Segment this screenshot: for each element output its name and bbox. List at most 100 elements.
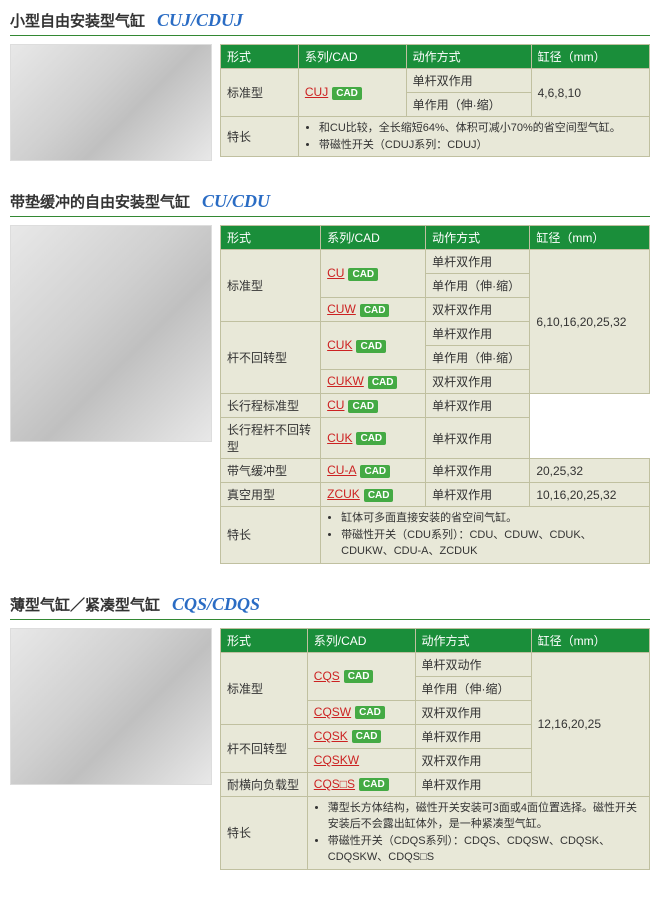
action-cell: 双杆双作用 xyxy=(426,370,530,394)
series-link[interactable]: CU xyxy=(327,266,344,280)
table-header: 系列/CAD xyxy=(298,45,406,69)
action-cell: 单作用（伸·缩） xyxy=(415,676,531,700)
product-table: 形式系列/CAD动作方式缸径（mm）标准型CUCAD单杆双作用6,10,16,2… xyxy=(220,225,650,564)
series-cell: CQS CAD xyxy=(307,652,415,700)
series-link[interactable]: CQSK xyxy=(314,729,348,743)
action-cell: 单杆双作用 xyxy=(426,394,530,418)
cad-badge[interactable]: CAD xyxy=(359,778,389,791)
feature-label-cell: 特长 xyxy=(221,117,299,157)
series-cell: CU CAD xyxy=(321,250,426,298)
action-cell: 单杆双作用 xyxy=(426,250,530,274)
product-section: 小型自由安装型气缸CUJ/CDUJ形式系列/CAD动作方式缸径（mm）标准型CU… xyxy=(10,10,650,161)
table-header: 缸径（mm） xyxy=(530,226,650,250)
cad-badge[interactable]: CAD xyxy=(332,87,362,100)
feature-row: 特长薄型长方体结构，磁性开关安装可3面或4面位置选择。磁性开关安装后不会露出缸体… xyxy=(221,796,650,869)
cad-badge[interactable]: CAD xyxy=(368,376,398,389)
bore-cell: 6,10,16,20,25,32 xyxy=(530,250,650,394)
cad-badge[interactable]: CAD xyxy=(348,268,378,281)
bore-cell: 20,25,32 xyxy=(530,459,650,483)
type-cell: 长行程标准型 xyxy=(221,394,321,418)
type-cell: 标准型 xyxy=(221,652,308,724)
action-cell: 单杆双作用 xyxy=(415,772,531,796)
table-row: 带气缓冲型 CU-A CAD 单杆双作用20,25,32 xyxy=(221,459,650,483)
action-cell: 单作用（伸·缩） xyxy=(426,274,530,298)
type-cell: 杆不回转型 xyxy=(221,724,308,772)
table-header: 形式 xyxy=(221,628,308,652)
series-link[interactable]: CUJ xyxy=(305,85,328,99)
feature-row: 特长缸体可多面直接安装的省空间气缸。带磁性开关（CDU系列）：CDU、CDUW、… xyxy=(221,507,650,564)
table-header: 形式 xyxy=(221,45,299,69)
feature-row: 特长 和CU比较，全长缩短64%、体积可减小70%的省空间型气缸。带磁性开关（CD… xyxy=(221,117,650,157)
cad-badge[interactable]: CAD xyxy=(360,465,390,478)
section-body: 形式系列/CAD动作方式缸径（mm）标准型CQSCAD单杆双动作12,16,20… xyxy=(10,628,650,870)
series-link[interactable]: CQS xyxy=(314,669,340,683)
product-table: 形式系列/CAD动作方式缸径（mm）标准型CQSCAD单杆双动作12,16,20… xyxy=(220,628,650,870)
section-title-code: CQS/CDQS xyxy=(172,594,260,615)
series-cell: CUW CAD xyxy=(321,298,426,322)
product-image xyxy=(10,44,212,161)
series-cell: CQSK CAD xyxy=(307,724,415,748)
action-cell: 单杆双作用 xyxy=(426,459,530,483)
cad-badge[interactable]: CAD xyxy=(355,706,385,719)
section-title-code: CU/CDU xyxy=(202,191,270,212)
cad-badge[interactable]: CAD xyxy=(360,304,390,317)
series-link[interactable]: CU-A xyxy=(327,463,356,477)
table-row: 标准型CUCAD单杆双作用6,10,16,20,25,32 xyxy=(221,250,650,274)
type-cell: 长行程杆不回转型 xyxy=(221,418,321,459)
cad-badge[interactable]: CAD xyxy=(352,730,382,743)
feature-label-cell: 特长 xyxy=(221,507,321,564)
action-cell: 双杆双作用 xyxy=(415,700,531,724)
action-cell: 双杆双作用 xyxy=(415,748,531,772)
series-cell: CQS□S CAD xyxy=(307,772,415,796)
series-link[interactable]: CUK xyxy=(327,338,352,352)
series-link[interactable]: CU xyxy=(327,398,344,412)
action-cell: 单作用（伸·缩） xyxy=(426,346,530,370)
bore-cell: 10,16,20,25,32 xyxy=(530,483,650,507)
series-cell: CUK CAD xyxy=(321,418,426,459)
series-link[interactable]: CQSKW xyxy=(314,753,359,767)
cad-badge[interactable]: CAD xyxy=(364,489,394,502)
series-cell: CUKW CAD xyxy=(321,370,426,394)
series-cell: CU-A CAD xyxy=(321,459,426,483)
feature-item: 带磁性开关（CDQS系列）：CDQS、CDQSW、CDQSK、CDQSKW、CD… xyxy=(328,833,643,866)
cad-badge[interactable]: CAD xyxy=(344,670,374,683)
table-row: 标准型CUJCAD单杆双作用4,6,8,10 xyxy=(221,69,650,93)
type-cell: 标准型 xyxy=(221,69,299,117)
series-cell: CUK CAD xyxy=(321,322,426,370)
product-table: 形式系列/CAD动作方式缸径（mm）标准型CUJCAD单杆双作用4,6,8,10… xyxy=(220,44,650,157)
series-link[interactable]: CUW xyxy=(327,302,356,316)
section-title: 薄型气缸／紧凑型气缸CQS/CDQS xyxy=(10,594,650,620)
table-row: 真空用型ZCUKCAD单杆双作用10,16,20,25,32 xyxy=(221,483,650,507)
table-row: 长行程杆不回转型CUKCAD单杆双作用 xyxy=(221,418,650,459)
series-cell: CUJ CAD xyxy=(298,69,406,117)
series-link[interactable]: ZCUK xyxy=(327,487,360,501)
feature-item: 和CU比较，全长缩短64%、体积可减小70%的省空间型气缸。 xyxy=(319,120,643,137)
series-cell: CU CAD xyxy=(321,394,426,418)
series-link[interactable]: CQS□S xyxy=(314,777,355,791)
table-header: 动作方式 xyxy=(415,628,531,652)
product-section: 薄型气缸／紧凑型气缸CQS/CDQS形式系列/CAD动作方式缸径（mm）标准型C… xyxy=(10,594,650,870)
series-link[interactable]: CUK xyxy=(327,431,352,445)
action-cell: 单杆双作用 xyxy=(415,724,531,748)
section-title-code: CUJ/CDUJ xyxy=(157,10,243,31)
feature-item: 薄型长方体结构，磁性开关安装可3面或4面位置选择。磁性开关安装后不会露出缸体外，… xyxy=(328,800,643,833)
section-title: 小型自由安装型气缸CUJ/CDUJ xyxy=(10,10,650,36)
series-cell: ZCUK CAD xyxy=(321,483,426,507)
cad-badge[interactable]: CAD xyxy=(356,340,386,353)
series-link[interactable]: CUKW xyxy=(327,374,364,388)
cad-badge[interactable]: CAD xyxy=(348,400,378,413)
cad-badge[interactable]: CAD xyxy=(356,432,386,445)
feature-content-cell: 缸体可多面直接安装的省空间气缸。带磁性开关（CDU系列）：CDU、CDUW、CD… xyxy=(321,507,650,564)
table-header: 缸径（mm） xyxy=(531,45,649,69)
series-cell: CQSKW xyxy=(307,748,415,772)
action-cell: 单作用（伸·缩） xyxy=(406,93,531,117)
type-cell: 真空用型 xyxy=(221,483,321,507)
table-header: 系列/CAD xyxy=(307,628,415,652)
feature-item: 带磁性开关（CDUJ系列：CDUJ） xyxy=(319,137,643,154)
action-cell: 单杆双作用 xyxy=(406,69,531,93)
series-link[interactable]: CQSW xyxy=(314,705,351,719)
product-image xyxy=(10,225,212,442)
type-cell: 带气缓冲型 xyxy=(221,459,321,483)
section-title-label: 带垫缓冲的自由安装型气缸 xyxy=(10,191,190,212)
type-cell: 杆不回转型 xyxy=(221,322,321,394)
